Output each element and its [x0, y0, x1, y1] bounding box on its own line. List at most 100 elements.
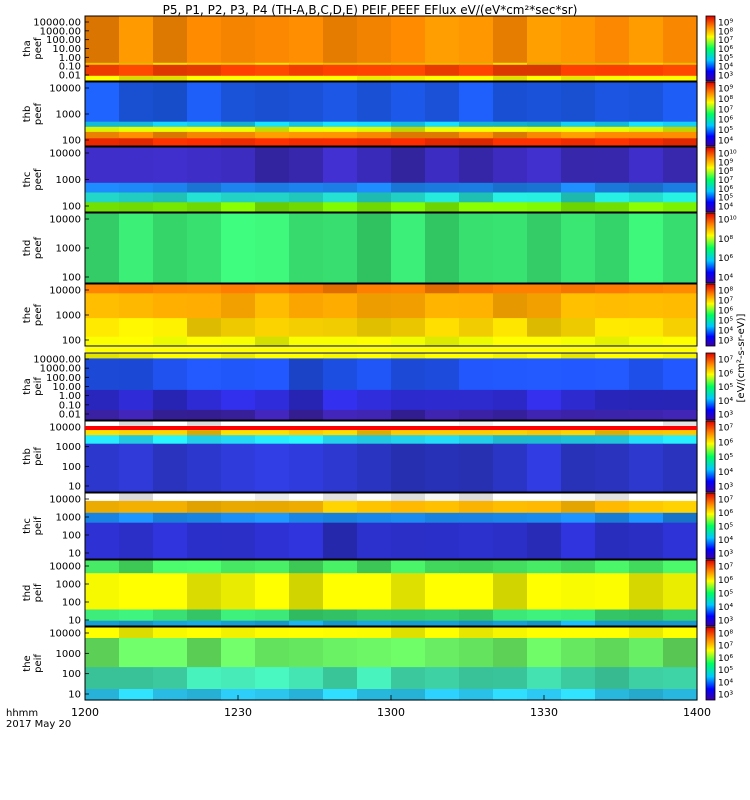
y-tick-label: 1000	[56, 175, 81, 186]
spectrogram-cell	[357, 443, 392, 493]
spectrogram-cell	[629, 443, 664, 493]
spectrogram-cell	[459, 121, 494, 128]
spectrogram-cell	[289, 560, 324, 574]
spectrogram-cell	[527, 82, 562, 123]
spectrogram-cell	[255, 213, 290, 284]
spectrogram-cell	[493, 75, 528, 82]
spectrogram-cell	[323, 353, 358, 359]
y-tick-label: 1.00	[59, 53, 81, 64]
spectrogram-cell	[255, 64, 290, 77]
spectrogram-cell	[561, 627, 596, 639]
panel-label-instrument: thd	[22, 240, 33, 257]
colorbar-tick-label: 10⁵	[718, 194, 733, 204]
spectrogram-cell	[289, 667, 324, 690]
spectrogram-cell	[323, 192, 358, 203]
spectrogram-cell	[493, 500, 528, 514]
spectrogram-cell	[595, 75, 630, 82]
spectrogram-cell	[425, 620, 460, 627]
y-tick-label: 10000	[49, 629, 81, 640]
colorbar-tick-label: 10⁴	[718, 274, 733, 284]
spectrogram-cell	[187, 82, 222, 123]
spectrogram-cell	[561, 500, 596, 514]
spectrogram-cell	[187, 522, 222, 560]
spectrogram-cell	[221, 182, 256, 194]
spectrogram-cell	[255, 560, 290, 574]
spectrogram-cell	[119, 16, 154, 64]
y-tick-label: 10	[68, 549, 81, 560]
spectrogram-cell	[85, 522, 120, 560]
spectrogram-cell	[187, 126, 222, 133]
spectrogram-cell	[595, 609, 630, 622]
spectrogram-cell	[561, 293, 596, 319]
spectrogram-cell	[391, 131, 426, 139]
spectrogram-cell	[629, 126, 664, 133]
spectrogram-cell	[357, 638, 392, 668]
spectrogram-cell	[629, 131, 664, 139]
spectrogram-cell	[663, 131, 698, 139]
spectrogram-cell	[323, 284, 358, 294]
spectrogram-cell	[153, 627, 188, 639]
panel-label-quantity: peif	[33, 377, 44, 396]
spectrogram-cell	[493, 493, 528, 502]
spectrogram-cell	[221, 667, 256, 690]
spectrogram-cell	[595, 336, 630, 347]
y-tick-label: 100	[62, 273, 81, 284]
spectrogram-cell	[255, 131, 290, 139]
panel-label-instrument: thc	[22, 518, 33, 534]
spectrogram-cell	[459, 500, 494, 514]
spectrogram-cell	[187, 358, 222, 391]
spectrogram-cell	[119, 284, 154, 294]
spectrogram-cell	[391, 336, 426, 347]
spectrogram-cell	[663, 620, 698, 627]
spectrogram-cell	[493, 389, 528, 411]
spectrogram-cell	[187, 353, 222, 359]
panel-label-quantity: peef	[33, 168, 44, 191]
spectrogram-cell	[663, 16, 698, 64]
spectrogram-cell	[527, 620, 562, 627]
spectrogram-cell	[153, 131, 188, 139]
spectrogram-cell	[459, 428, 494, 436]
spectrogram-cell	[527, 500, 562, 514]
spectrogram-cell	[357, 627, 392, 639]
spectrogram-cell	[323, 428, 358, 436]
spectrogram-cell	[493, 64, 528, 77]
spectrogram-cell	[323, 627, 358, 639]
spectrogram-cell	[595, 147, 630, 184]
colorbar-tick-label: 10⁸	[718, 27, 733, 37]
spectrogram-cell	[153, 358, 188, 391]
spectrogram-cell	[663, 522, 698, 560]
spectrogram-cell	[85, 353, 120, 359]
spectrogram-cell	[425, 500, 460, 514]
spectrogram-cell	[85, 213, 120, 284]
colorbar-tick-label: 10⁷	[718, 642, 733, 652]
spectrogram-cell	[459, 421, 494, 429]
colorbar-tick-label: 10⁷	[718, 424, 733, 434]
spectrogram-cell	[153, 389, 188, 411]
spectrogram-cell	[187, 75, 222, 82]
spectrogram-cell	[85, 428, 120, 436]
spectrogram-cell	[221, 293, 256, 319]
spectrogram-cell	[425, 62, 460, 66]
colorbar-tick-label: 10³	[718, 550, 733, 560]
spectrogram-cell	[425, 560, 460, 574]
spectrogram-cell	[493, 358, 528, 391]
spectrogram-cell	[425, 493, 460, 502]
panel-label: thbpeif	[22, 447, 44, 466]
colorbar	[705, 492, 716, 560]
spectrogram-cell	[323, 121, 358, 128]
spectrogram-cell	[85, 293, 120, 319]
spectrogram-cell	[493, 126, 528, 133]
spectrogram-cell	[629, 627, 664, 639]
spectrogram-cell	[391, 443, 426, 493]
spectrogram-cell	[221, 358, 256, 391]
spectrogram-cell	[629, 64, 664, 77]
spectrogram-cell	[663, 284, 698, 294]
spectrogram-cell	[187, 389, 222, 411]
spectrogram-cell	[153, 284, 188, 294]
spectrogram-cell	[425, 192, 460, 203]
spectrogram-cell	[221, 493, 256, 502]
spectrogram-cell	[425, 435, 460, 445]
spectrogram-cell	[629, 389, 664, 411]
spectrogram-cell	[391, 638, 426, 668]
spectrogram-cell	[663, 667, 698, 690]
